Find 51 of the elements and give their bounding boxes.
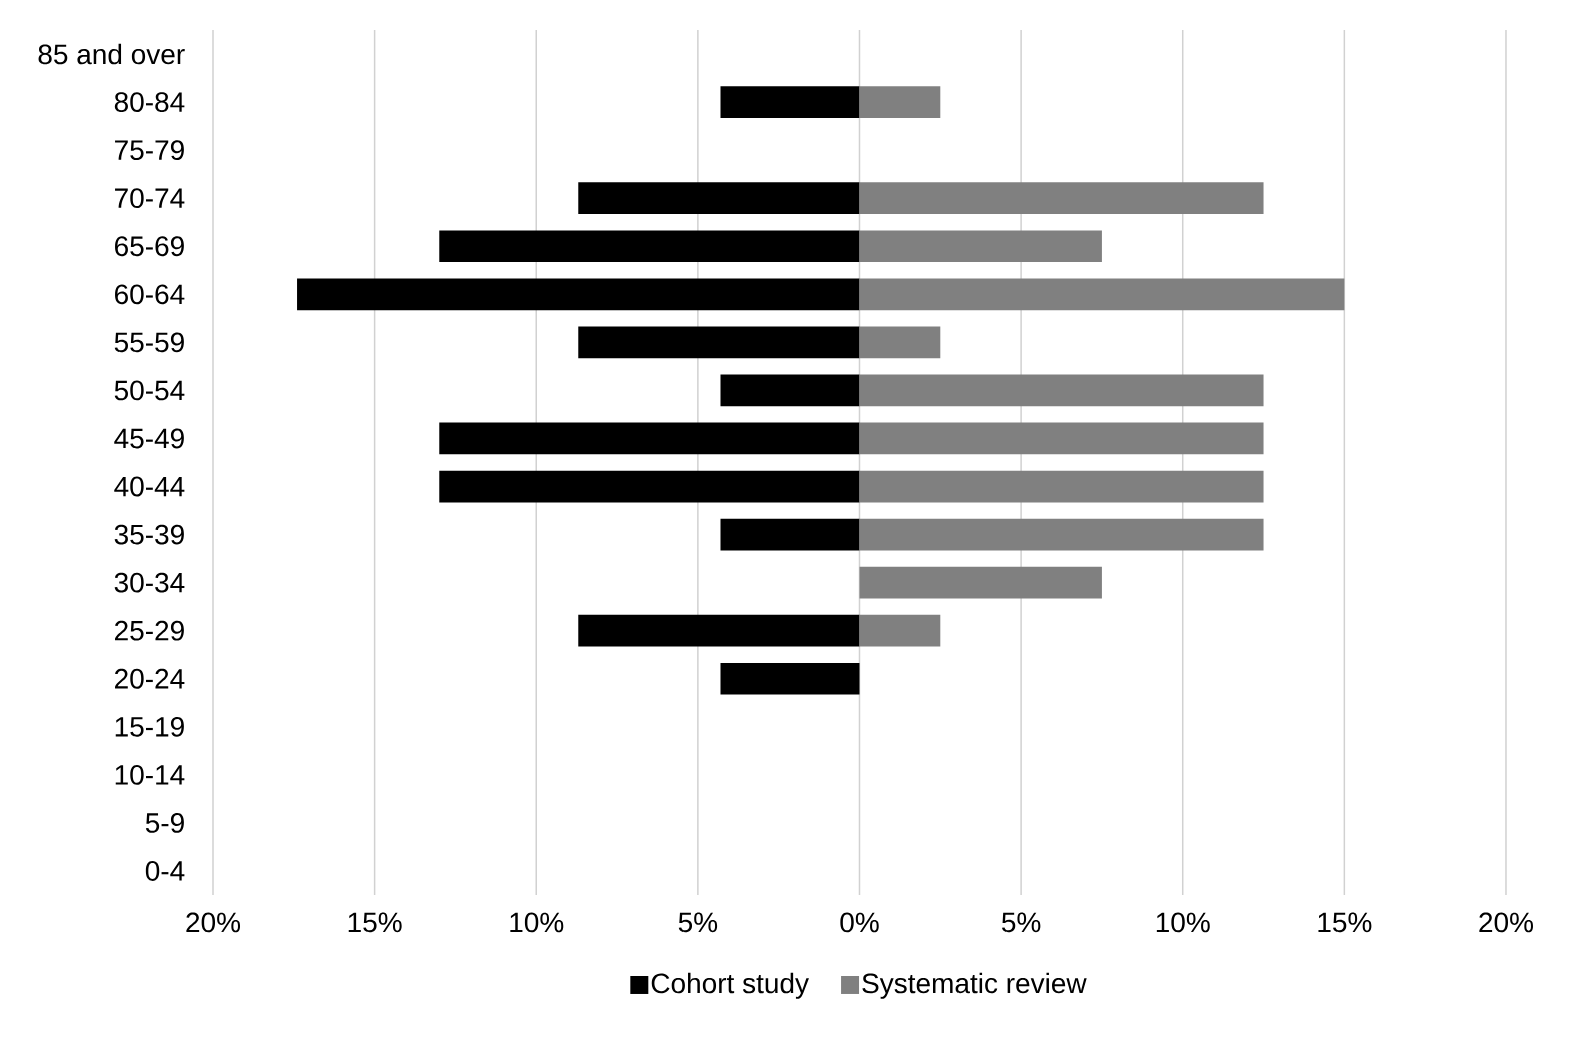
bar [859, 326, 941, 359]
y-tick-label: 45-49 [114, 428, 184, 449]
bar [439, 470, 860, 503]
y-tick-label: 65-69 [115, 236, 184, 257]
y-tick-label: 0-4 [145, 861, 185, 881]
y-tick-label: 20-24 [115, 668, 185, 689]
bar [578, 326, 860, 359]
bar [859, 422, 1264, 455]
x-tick-label: 20% [1479, 912, 1533, 933]
bar [720, 86, 860, 118]
bar [859, 278, 1345, 311]
x-tick-label: 15% [348, 912, 402, 933]
y-tick-label: 40-44 [114, 476, 185, 497]
y-tick-label: 80-84 [114, 92, 185, 112]
y-tick-label: 10-14 [115, 764, 185, 785]
legend-label: Systematic review [862, 972, 1087, 999]
bar [439, 422, 860, 455]
y-tick-label: 50-54 [114, 380, 185, 401]
y-tick-label: 30-34 [114, 572, 185, 593]
bar [720, 662, 860, 695]
bar [859, 518, 1264, 551]
y-tick-label: 15-19 [115, 716, 184, 737]
y-tick-label: 70-74 [115, 188, 185, 209]
y-tick-label: 5-9 [145, 813, 184, 833]
bar [720, 518, 860, 551]
x-tick-label: 0% [840, 912, 879, 933]
x-tick-label: 5% [1002, 912, 1041, 933]
y-tick-label: 60-64 [115, 284, 185, 305]
bar [859, 614, 941, 647]
y-tick-label: 55-59 [114, 332, 184, 353]
bar [578, 182, 860, 215]
bar [859, 86, 941, 118]
bar [859, 470, 1264, 503]
bar [859, 566, 1102, 599]
x-tick-label: 15% [1318, 912, 1372, 933]
y-tick-label: 85 and over [38, 43, 185, 65]
bar [439, 230, 860, 263]
y-tick-label: 35-39 [114, 524, 184, 545]
x-tick-label: 5% [678, 912, 718, 933]
x-tick-label: 20% [186, 912, 241, 933]
x-tick-label: 10% [510, 912, 564, 933]
x-tick-label: 10% [1156, 912, 1210, 933]
bar [859, 182, 1264, 215]
bar [578, 614, 860, 647]
bar [859, 374, 1264, 407]
bar [859, 230, 1102, 263]
legend-label: Cohort study [651, 972, 809, 999]
y-tick-label: 75-79 [115, 140, 184, 161]
bar [297, 278, 860, 311]
bar [720, 374, 860, 407]
y-tick-label: 25-29 [115, 620, 184, 641]
